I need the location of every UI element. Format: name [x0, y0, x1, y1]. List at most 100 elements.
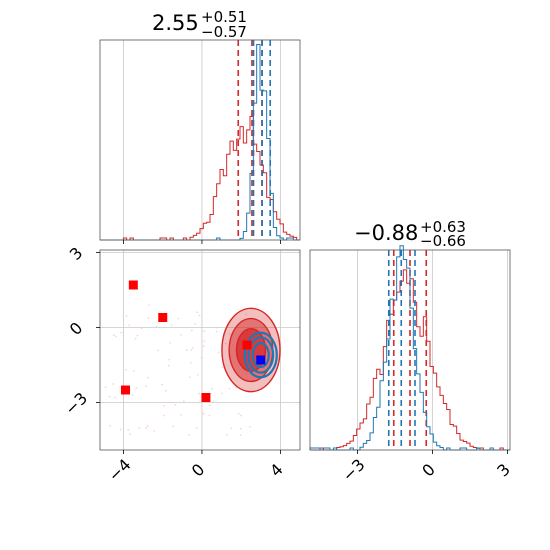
contour-blue — [251, 341, 270, 369]
scatter-point — [182, 400, 185, 403]
marker-red — [158, 313, 168, 322]
scatter-point — [215, 326, 218, 329]
scatter-point — [163, 404, 165, 407]
scatter-point — [134, 337, 137, 340]
scatter-point — [228, 333, 231, 336]
scatter-point — [185, 349, 188, 352]
scatter-point — [230, 427, 233, 430]
scatter-point — [221, 366, 224, 369]
y-tick-label: 3 — [66, 243, 87, 264]
scatter-point — [198, 392, 201, 395]
scatter-point — [136, 334, 139, 337]
scatter-point — [112, 383, 114, 385]
scatter-point — [215, 330, 218, 333]
title-param-1-upper: +0.51 — [201, 8, 247, 26]
scatter-point — [174, 404, 177, 406]
scatter-point — [161, 383, 164, 386]
scatter-point — [131, 394, 134, 396]
x-tick-label: 0 — [188, 460, 209, 481]
scatter-point — [196, 373, 199, 376]
scatter-point — [212, 400, 215, 403]
histogram-param-2-panel: −3 0 3 — [309, 245, 514, 485]
y-tick-label: 0 — [66, 318, 87, 339]
title-param-1-lower: −0.57 — [201, 23, 247, 41]
scatter-point — [237, 412, 240, 415]
title-param-1-value: 2.55 — [152, 11, 199, 35]
scatter-point — [153, 430, 156, 432]
scatter-point — [155, 325, 158, 328]
scatter-point — [112, 334, 115, 337]
scatter-point — [211, 388, 213, 390]
scatter-point — [180, 334, 182, 336]
histogram-param-1-panel — [99, 39, 301, 244]
scatter-point — [228, 387, 231, 390]
scatter-point — [146, 376, 149, 379]
marker-red — [242, 340, 252, 350]
scatter-point — [208, 414, 211, 417]
title-param-2-lower: −0.66 — [420, 232, 466, 250]
scatter-point — [145, 385, 147, 388]
scatter-point — [147, 304, 150, 307]
title-param-2-upper: +0.63 — [420, 218, 466, 236]
scatter-point — [248, 426, 251, 428]
scatter-point — [172, 425, 175, 428]
histogram-series-2 — [309, 245, 510, 451]
y-tick-label: −3 — [61, 389, 91, 419]
marker-red — [201, 393, 211, 402]
scatter-point — [191, 346, 194, 349]
contour-blue — [243, 331, 278, 379]
x-tick-label: −3 — [339, 455, 369, 485]
scatter-point — [145, 426, 148, 429]
scatter-point — [128, 324, 131, 327]
scatter-point — [124, 368, 127, 371]
scatter-point — [245, 313, 248, 316]
scatter-point — [168, 341, 171, 344]
scatter-point — [127, 429, 130, 432]
axes-frame — [99, 39, 301, 241]
scatter-point — [196, 311, 199, 314]
scatter-point — [226, 433, 228, 436]
scatter-point — [168, 358, 171, 361]
scatter-point — [188, 376, 191, 379]
scatter-point — [140, 327, 143, 330]
scatter-point — [239, 434, 242, 437]
marker-red — [120, 385, 130, 395]
scatter-point — [190, 329, 193, 332]
scatter-point — [138, 426, 141, 429]
scatter-point — [195, 427, 198, 430]
scatter-point — [167, 364, 170, 367]
scatter-point — [189, 361, 192, 364]
marker-blue — [256, 355, 266, 365]
scatter-point — [190, 349, 193, 351]
x-tick-label: 0 — [418, 460, 439, 481]
scatter-point — [198, 314, 201, 317]
x-tick-label: 3 — [493, 460, 514, 481]
scatter-point — [224, 342, 227, 345]
scatter-point — [200, 356, 203, 359]
title-param-2-value: −0.88 — [354, 221, 418, 245]
scatter-point — [164, 389, 167, 392]
contour-blue — [247, 336, 275, 374]
scatter-point — [240, 414, 242, 417]
scatter-point — [208, 404, 211, 407]
scatter-point — [129, 433, 131, 436]
scatter-point — [104, 386, 107, 389]
axes-frame — [309, 249, 511, 451]
scatter-point — [108, 395, 111, 398]
scatter-point — [119, 428, 122, 431]
scatter-point — [109, 425, 112, 427]
axes-frame — [99, 249, 301, 451]
scatter-point — [156, 349, 159, 352]
scatter-point — [180, 414, 182, 416]
joint-contour-panel: −4 0 4 3 0 −3 — [61, 243, 301, 485]
x-tick-label: −4 — [105, 455, 135, 485]
marker-red — [128, 280, 138, 290]
scatter-point — [114, 335, 117, 338]
scatter-point — [203, 340, 206, 343]
scatter-point — [177, 317, 180, 320]
scatter-point — [203, 330, 206, 333]
scatter-point — [125, 315, 128, 317]
scatter-point — [239, 427, 242, 430]
scatter-point — [163, 414, 166, 417]
